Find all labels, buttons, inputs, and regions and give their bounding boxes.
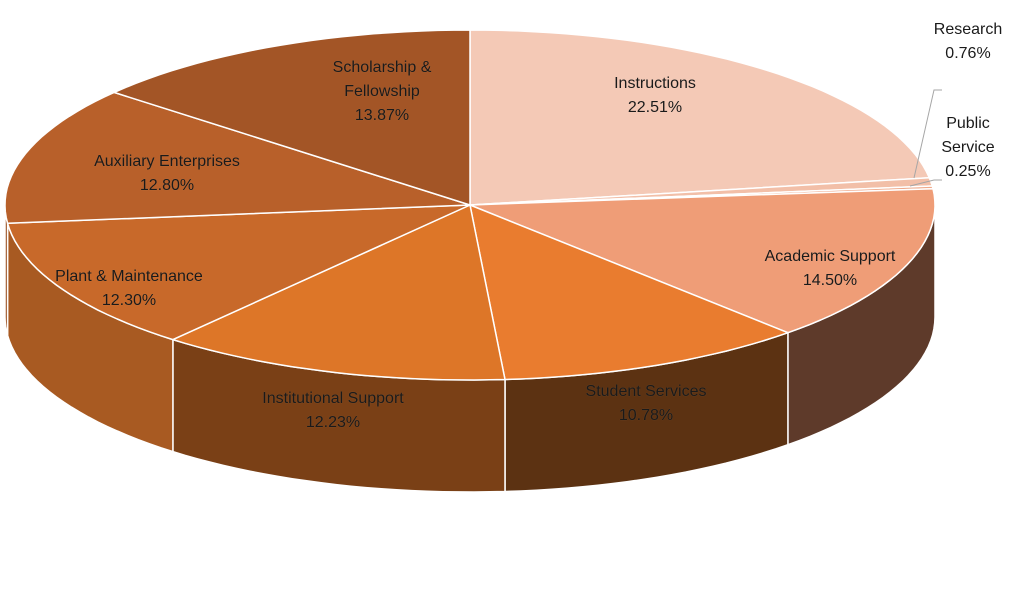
data-label-category: Scholarship & <box>332 59 432 76</box>
data-label-value: 22.51% <box>627 99 683 116</box>
pie-side-walls <box>4 204 936 493</box>
data-label-plant-and-maintenance: Plant & Maintenance 12.30% <box>55 265 203 313</box>
data-label-value: 10.78% <box>618 407 674 424</box>
data-label-value: 0.25% <box>945 163 991 180</box>
data-label-student-services: Student Services 10.78% <box>586 380 707 428</box>
data-label-category: Student Services <box>585 383 707 400</box>
leader-line-public-service <box>909 179 942 187</box>
slice-auxiliary-enterprises[interactable] <box>4 91 471 225</box>
data-label-public-service: Public Service 0.25% <box>941 112 994 184</box>
data-label-value: 12.23% <box>305 414 361 431</box>
data-label-category: Fellowship <box>344 83 420 100</box>
side-wall-auxiliary-enterprises <box>4 204 9 336</box>
leader-lines <box>909 89 942 187</box>
slice-institutional-support[interactable] <box>172 204 506 381</box>
data-label-category: Auxiliary Enterprises <box>94 153 240 170</box>
slice-academic-support[interactable] <box>469 187 936 334</box>
data-label-scholarship-and-fellowship: Scholarship & Fellowship 13.87% <box>333 56 432 128</box>
slice-instructions[interactable] <box>469 29 931 206</box>
data-label-category: Academic Support <box>764 248 896 265</box>
pie-top-faces <box>4 29 936 381</box>
data-label-category: Service <box>941 139 995 156</box>
data-label-auxiliary-enterprises: Auxiliary Enterprises 12.80% <box>94 150 240 198</box>
data-label-instructions: Instructions 22.51% <box>614 72 696 120</box>
data-label-value: 12.30% <box>101 292 157 309</box>
data-label-category: Public <box>946 115 990 132</box>
data-label-value: 13.87% <box>354 107 410 124</box>
slice-scholarship-and-fellowship[interactable] <box>113 29 471 206</box>
data-label-category: Research <box>933 21 1003 38</box>
data-label-value: 0.76% <box>945 45 991 62</box>
leader-line-research <box>913 89 942 179</box>
slice-student-services[interactable] <box>469 204 789 381</box>
slice-plant-and-maintenance[interactable] <box>6 204 471 341</box>
data-label-research: Research 0.76% <box>934 18 1002 66</box>
data-label-academic-support: Academic Support 14.50% <box>765 245 896 293</box>
data-label-value: 14.50% <box>802 272 858 289</box>
data-label-institutional-support: Institutional Support 12.23% <box>262 387 403 435</box>
data-label-category: Plant & Maintenance <box>55 268 203 285</box>
data-label-value: 12.80% <box>139 177 195 194</box>
data-label-category: Institutional Support <box>262 390 404 407</box>
data-label-category: Instructions <box>614 75 696 92</box>
